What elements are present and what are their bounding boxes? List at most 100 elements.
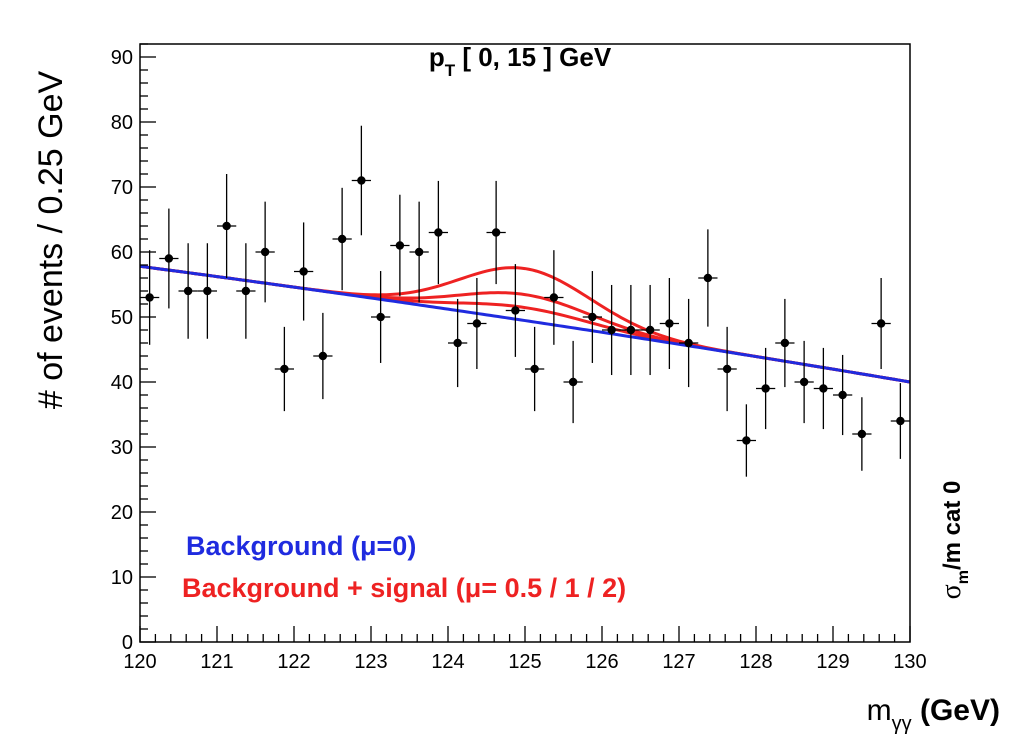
data-point — [756, 347, 776, 430]
data-marker — [684, 338, 693, 348]
y-tick-label: 70 — [111, 177, 133, 199]
data-marker — [799, 377, 809, 387]
data-marker — [588, 312, 597, 322]
data-marker — [183, 286, 193, 296]
x-tick-label: 130 — [893, 651, 926, 673]
data-marker — [472, 319, 482, 328]
curve-mu-1 — [139, 264, 911, 384]
data-marker — [819, 384, 828, 393]
y-tick-label: 10 — [111, 567, 133, 589]
data-marker — [203, 286, 212, 296]
data-point — [736, 404, 756, 477]
x-tick-label: 126 — [585, 651, 618, 673]
x-tick-label: 120 — [123, 651, 156, 673]
y-tick-label: 80 — [111, 112, 133, 134]
data-point — [255, 201, 275, 303]
data-points — [140, 125, 910, 477]
y-tick-label: 20 — [111, 502, 133, 524]
data-marker — [665, 319, 674, 328]
data-point — [621, 284, 641, 376]
data-point — [197, 243, 217, 339]
data-point — [159, 208, 179, 309]
data-point — [467, 278, 487, 369]
data-point — [717, 326, 737, 412]
data-marker — [280, 364, 289, 374]
data-point — [525, 326, 545, 412]
data-marker — [357, 176, 366, 185]
data-point — [698, 229, 718, 327]
data-point — [428, 180, 448, 285]
data-marker — [434, 228, 443, 237]
category-side-label: σm/m cat 0 — [936, 481, 972, 600]
data-marker — [780, 338, 790, 348]
curve-mu-0p5 — [139, 264, 911, 384]
y-tick-label: 0 — [122, 632, 133, 654]
legend-background: Background (μ=0) — [186, 531, 416, 561]
data-marker — [491, 228, 501, 237]
data-marker — [838, 390, 847, 400]
data-marker — [299, 267, 308, 276]
x-axis-ticks: 120 121 122 123 124 125 126 127 128 129 130 — [123, 626, 927, 673]
data-marker — [645, 325, 655, 335]
data-point — [775, 298, 795, 388]
data-marker — [530, 364, 539, 374]
x-tick-label: 128 — [739, 651, 772, 673]
data-marker — [164, 254, 174, 263]
data-marker — [145, 293, 154, 302]
chart-title: pT [ 0, 15 ] GeV — [429, 42, 612, 80]
x-tick-label: 127 — [662, 651, 695, 673]
data-marker — [395, 241, 405, 250]
data-marker — [453, 338, 462, 348]
data-point — [236, 243, 256, 339]
x-tick-label: 121 — [200, 651, 233, 673]
data-point — [332, 187, 352, 291]
data-point — [794, 340, 814, 424]
model-curves — [139, 264, 911, 384]
x-axis-label: mγγ (GeV) — [867, 694, 1000, 735]
data-point — [313, 312, 333, 400]
data-marker — [414, 247, 424, 257]
data-point — [871, 278, 891, 369]
data-point — [659, 278, 679, 369]
data-point — [448, 298, 468, 388]
data-point — [602, 284, 622, 376]
data-marker — [511, 306, 520, 315]
data-marker — [549, 293, 559, 302]
data-marker — [722, 364, 732, 374]
data-marker — [376, 312, 385, 322]
y-tick-label: 50 — [111, 307, 133, 329]
legend-signal: Background + signal (μ= 0.5 / 1 / 2) — [182, 573, 626, 603]
data-marker — [260, 247, 270, 257]
data-point — [140, 250, 160, 345]
data-marker — [318, 351, 328, 361]
data-point — [505, 264, 525, 357]
data-point — [390, 194, 410, 297]
data-point — [890, 383, 910, 459]
data-point — [178, 243, 198, 339]
x-tick-label: 123 — [354, 651, 387, 673]
data-point — [486, 180, 506, 285]
curve-mu-0 — [139, 264, 911, 384]
data-marker — [703, 273, 713, 283]
data-marker — [568, 377, 578, 387]
data-point — [679, 298, 699, 388]
data-point — [409, 201, 429, 303]
data-point — [351, 125, 371, 236]
data-point — [274, 326, 294, 412]
data-marker — [857, 429, 867, 439]
data-point — [544, 250, 564, 345]
x-tick-label: 122 — [277, 651, 310, 673]
y-tick-label: 90 — [111, 47, 133, 69]
data-marker — [761, 384, 770, 393]
data-marker — [742, 436, 751, 445]
data-point — [217, 174, 237, 278]
x-tick-label: 129 — [816, 651, 849, 673]
data-point — [371, 271, 391, 363]
x-tick-label: 124 — [431, 651, 464, 673]
y-axis-ticks: 0 10 20 30 40 50 60 70 80 90 — [111, 43, 156, 654]
y-tick-label: 40 — [111, 372, 133, 394]
data-marker — [626, 325, 636, 335]
curve-mu-2 — [139, 264, 911, 384]
